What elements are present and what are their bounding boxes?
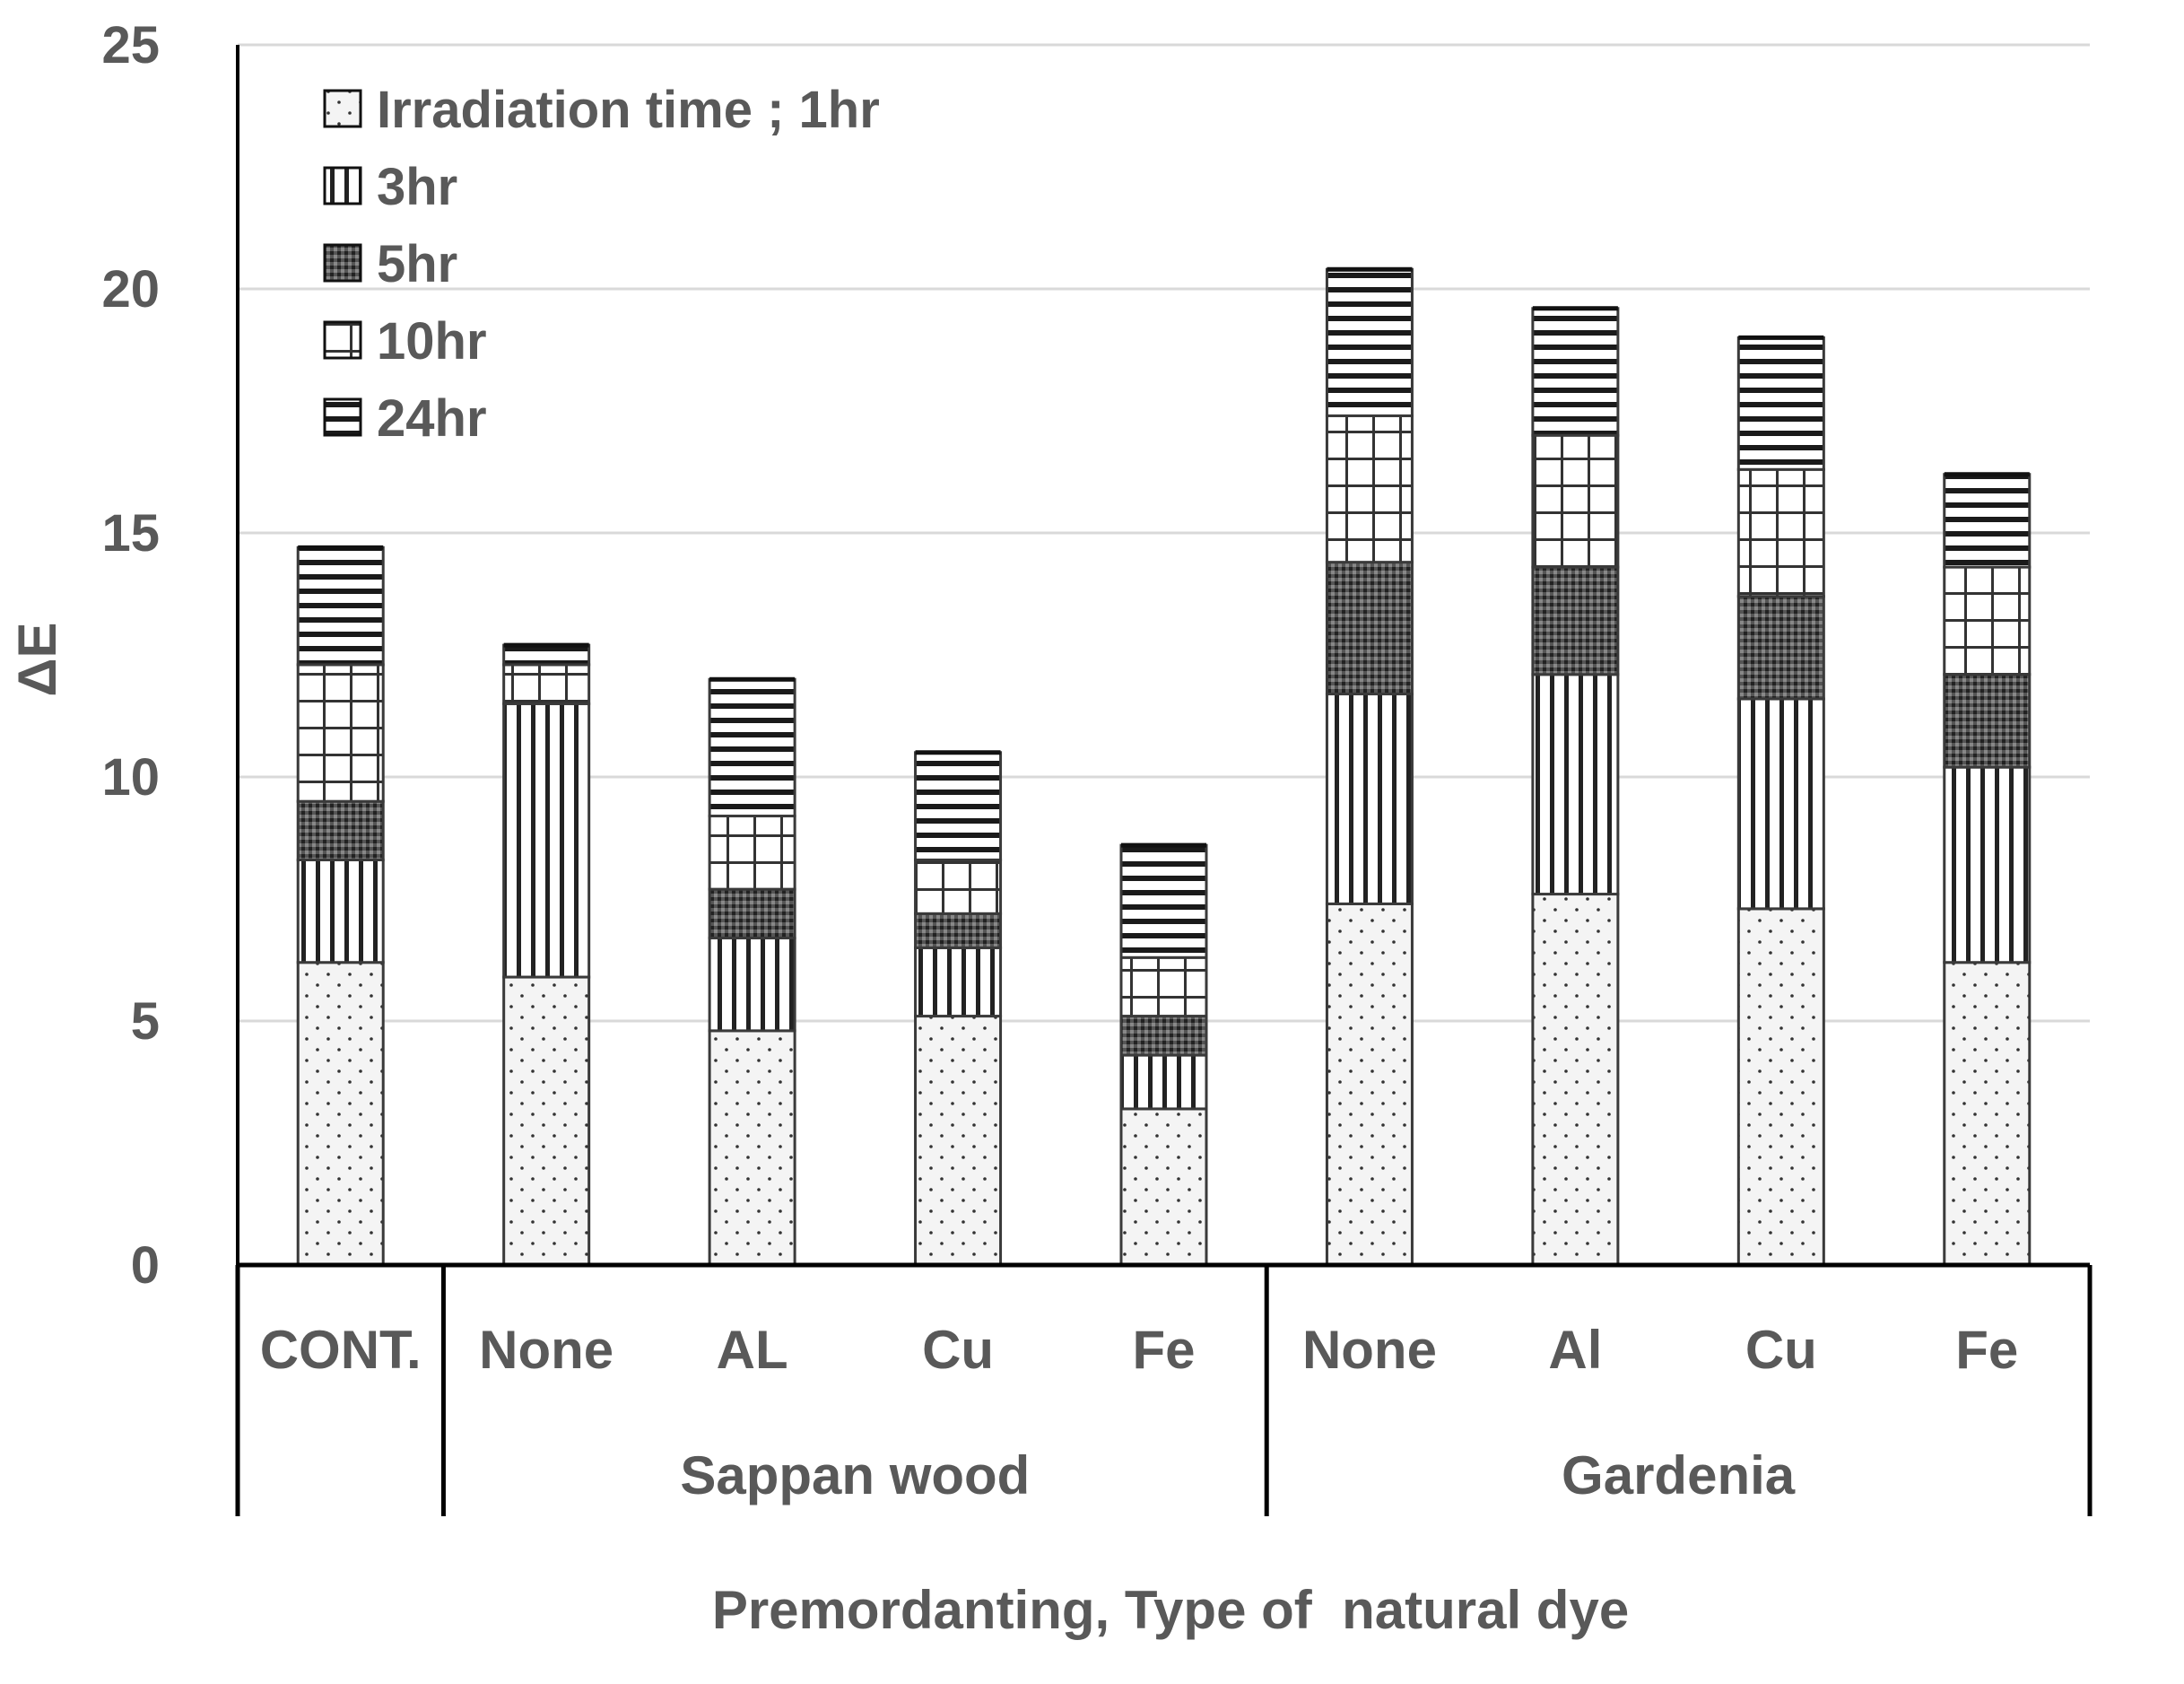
y-tick-label: 20	[101, 260, 160, 318]
legend-label: Irradiation time ; 1hr	[377, 81, 880, 139]
y-tick-label: 25	[101, 16, 160, 74]
bar-segment	[296, 799, 385, 861]
bar-segment	[708, 937, 796, 1033]
x-axis-labels: CONT. None AL Cu Fe None Al Cu Fe Sappan wood Gard…	[260, 1320, 2019, 1505]
bar-segment	[1531, 307, 1620, 437]
legend-label: 3hr	[377, 158, 457, 216]
x-axis-title: Premordanting, Type of natural dye	[712, 1580, 1629, 1640]
legend-swatch	[323, 320, 362, 360]
y-axis-ticks: 0 5 10 15 20 25	[101, 16, 160, 1295]
bar-segment	[708, 677, 796, 818]
bar-segment	[1943, 473, 2032, 569]
legend-swatch	[323, 243, 362, 283]
x-tick-label: None	[1302, 1320, 1437, 1380]
y-axis-title: ΔE	[7, 622, 67, 696]
y-tick-label: 15	[101, 504, 160, 563]
legend-label: 10hr	[377, 312, 487, 371]
group-label: Sappan wood	[680, 1445, 1030, 1505]
bar-segment	[1736, 467, 1825, 598]
bars	[296, 266, 2032, 1267]
y-tick-label: 5	[131, 992, 160, 1051]
bar-segment	[296, 961, 385, 1267]
bar-segment	[1531, 673, 1620, 896]
bar-segment	[1119, 1015, 1208, 1057]
bar-segment	[708, 887, 796, 940]
bar-segment	[502, 663, 591, 705]
bar-segment	[296, 858, 385, 964]
bar-segment	[1736, 595, 1825, 701]
legend-label: 5hr	[377, 235, 457, 293]
group-label: Gardenia	[1562, 1445, 1796, 1505]
bar-segment	[1119, 843, 1208, 959]
axes	[235, 45, 2093, 1516]
y-tick-label: 0	[131, 1236, 160, 1295]
bar-segment	[1325, 414, 1414, 564]
bar-segment	[914, 751, 1003, 861]
bar-segment	[1531, 565, 1620, 676]
y-tick-label: 10	[101, 748, 160, 807]
bar-segment	[502, 702, 591, 979]
bar-segment	[1943, 961, 2032, 1267]
x-tick-label: CONT.	[260, 1320, 422, 1380]
legend-swatch	[323, 89, 362, 128]
bar-segment	[1325, 267, 1414, 417]
bar-segment	[296, 663, 385, 803]
bar-segment	[1531, 433, 1620, 569]
legend-swatch	[323, 166, 362, 205]
bar-segment	[1531, 893, 1620, 1267]
bar-segment	[502, 643, 591, 667]
bar-segment	[1119, 1053, 1208, 1111]
bar-segment	[914, 912, 1003, 949]
bar-segment	[914, 1015, 1003, 1267]
bar-segment	[1943, 565, 2032, 676]
bar-segment	[502, 975, 591, 1267]
bar-segment	[1325, 902, 1414, 1267]
bar-segment	[914, 946, 1003, 1018]
bar-segment	[1736, 697, 1825, 911]
bar-segment	[1325, 561, 1414, 696]
x-tick-label: Fe	[1132, 1320, 1195, 1380]
x-tick-label: Cu	[922, 1320, 994, 1380]
bar-segment	[1119, 955, 1208, 1018]
bar-segment	[708, 815, 796, 891]
bar-segment	[1943, 765, 2032, 964]
x-tick-label: Fe	[1955, 1320, 2018, 1380]
bar-segment	[708, 1029, 796, 1267]
bar-segment	[1119, 1107, 1208, 1267]
bar-segment	[1736, 336, 1825, 471]
x-tick-label: Al	[1548, 1320, 1602, 1380]
x-tick-label: AL	[717, 1320, 788, 1380]
bar-segment	[1736, 907, 1825, 1267]
legend-label: 24hr	[377, 389, 487, 448]
x-tick-label: Cu	[1745, 1320, 1817, 1380]
x-tick-label: None	[479, 1320, 613, 1380]
bar-segment	[1325, 693, 1414, 905]
legend-swatch	[323, 397, 362, 437]
bar-segment	[1943, 673, 2032, 769]
legend: Irradiation time ; 1hr 3hr 5hr 10hr 24hr	[323, 81, 880, 448]
bar-segment	[914, 858, 1003, 915]
bar-segment	[296, 545, 385, 667]
